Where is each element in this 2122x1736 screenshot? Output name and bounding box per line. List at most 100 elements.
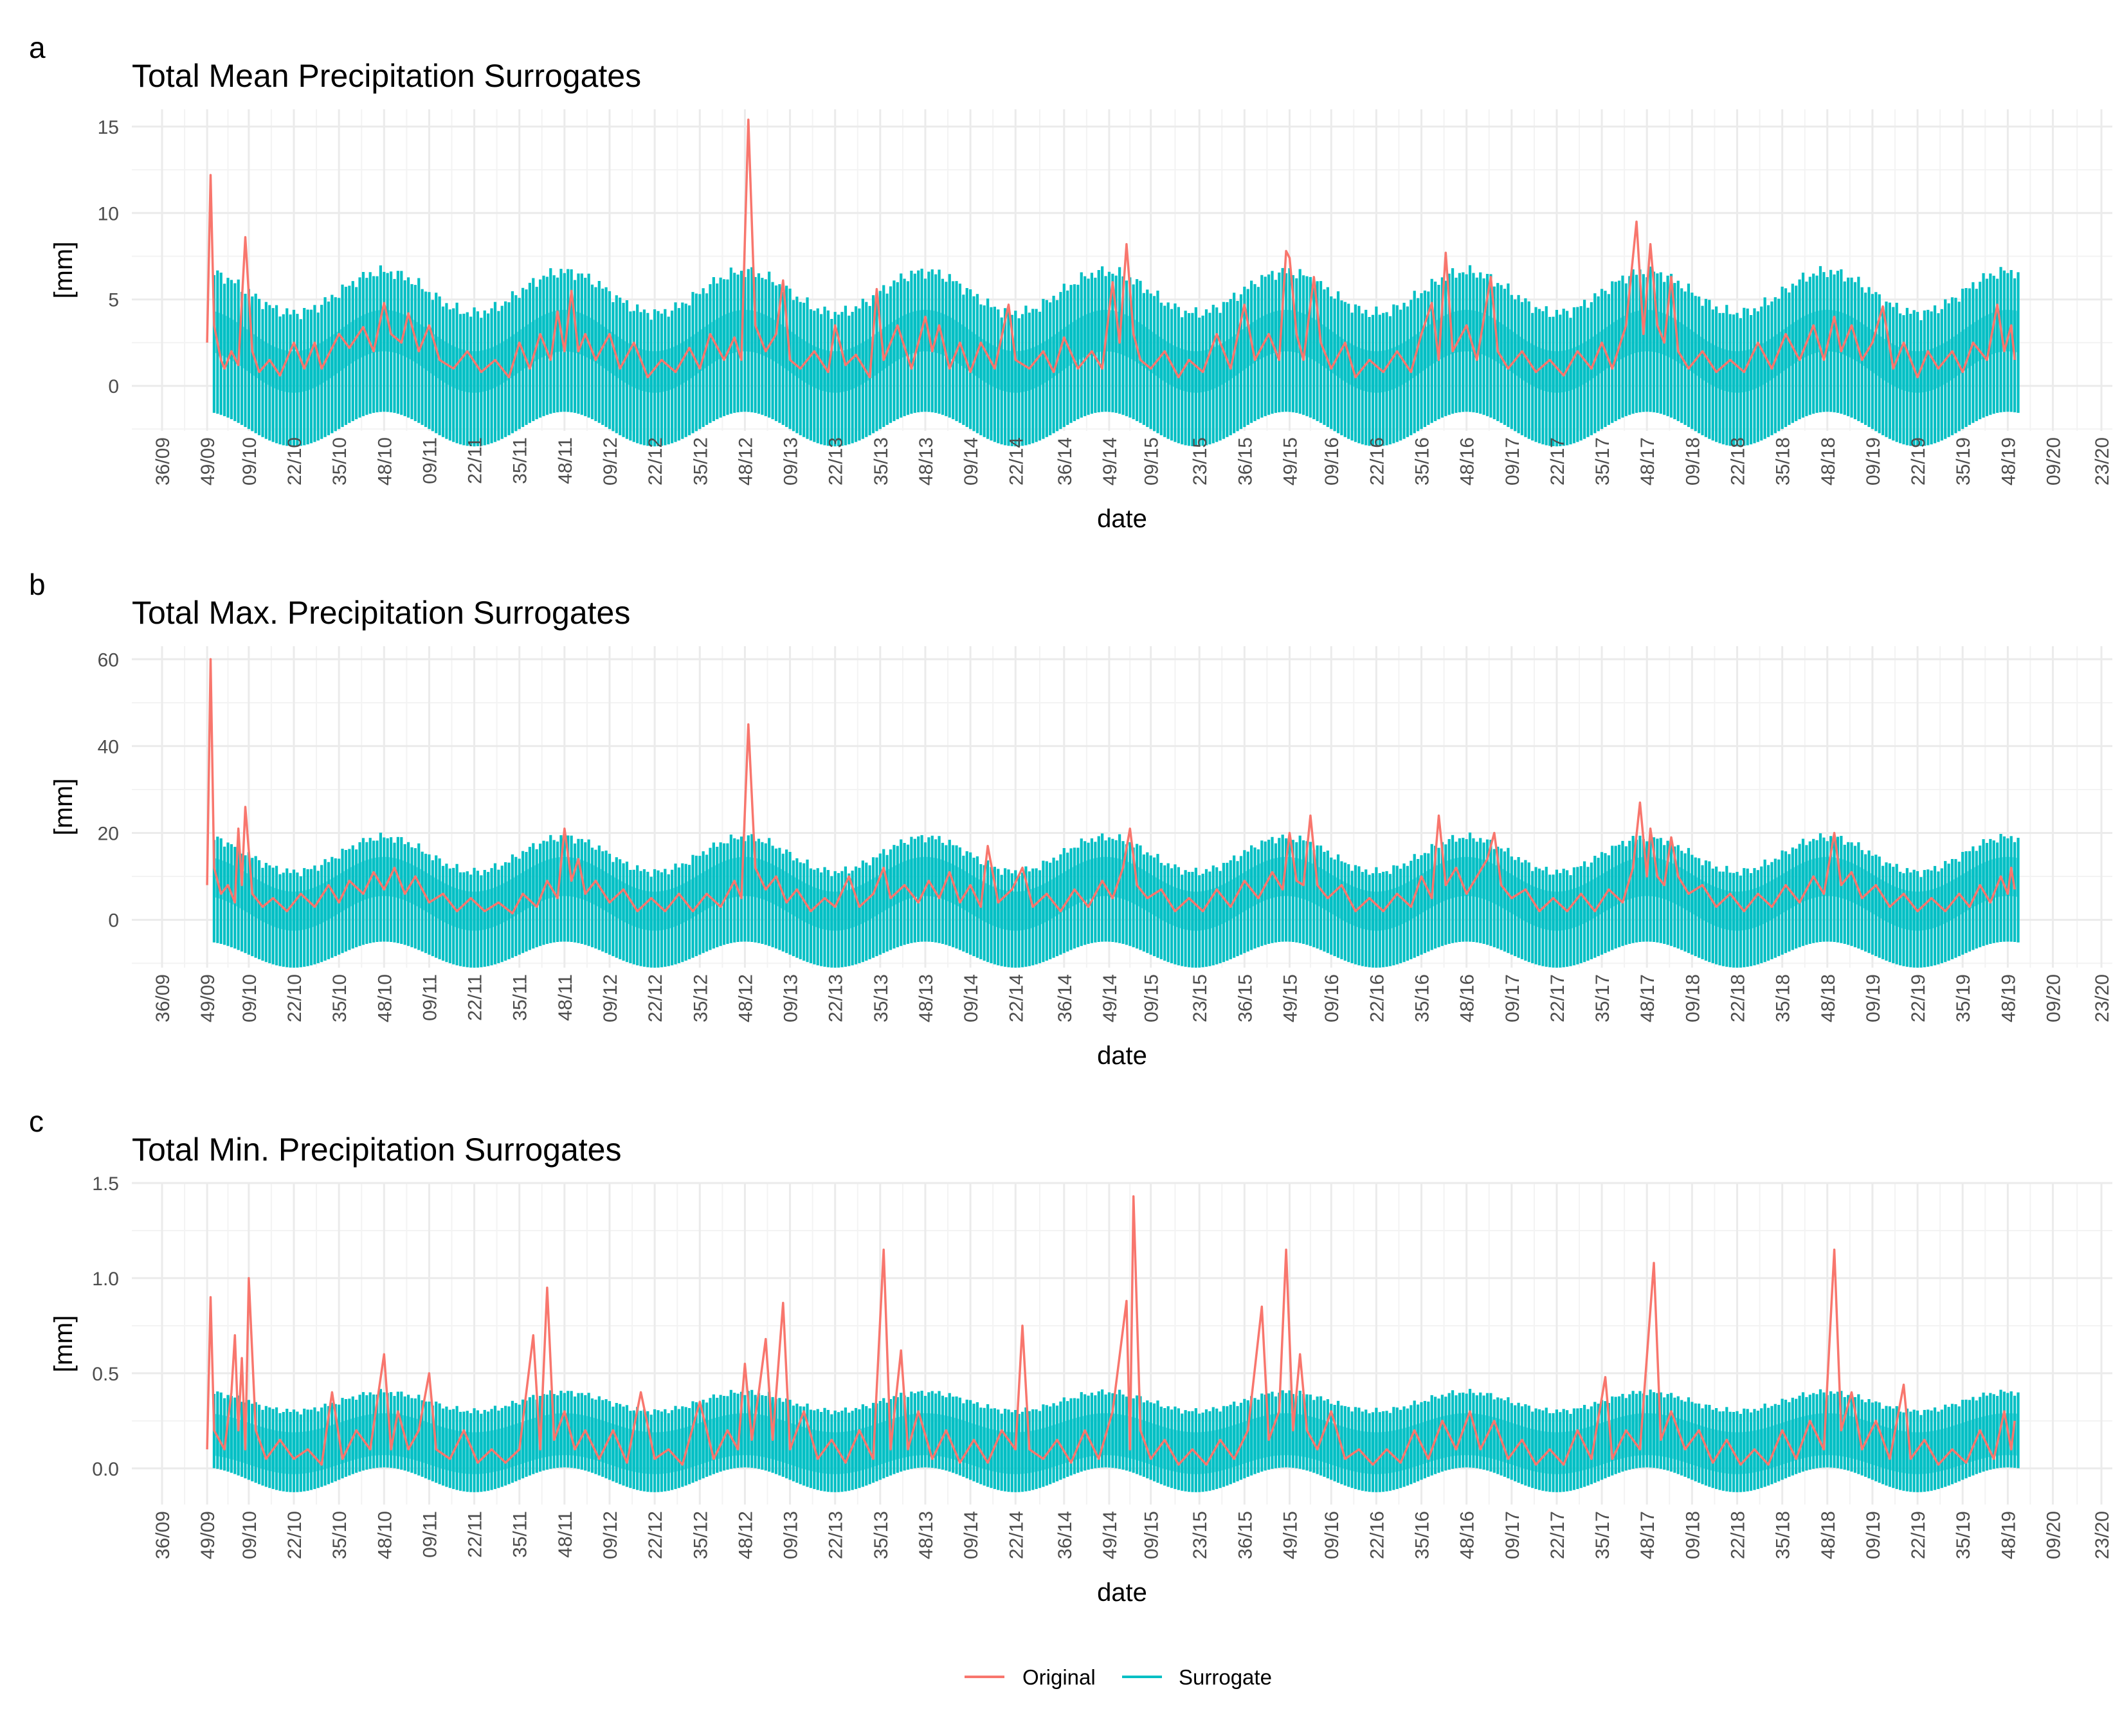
surrogate-series (212, 265, 2020, 447)
x-tick-label: 35/12 (690, 437, 711, 485)
x-tick-label: 09/15 (1141, 974, 1163, 1022)
x-tick-label: 09/14 (961, 1511, 982, 1559)
x-tick-label: 48/13 (916, 974, 937, 1022)
x-tick-label: 48/12 (735, 437, 756, 485)
y-tick-label: 1.0 (92, 1269, 119, 1290)
x-tick-label: 48/12 (735, 1511, 756, 1559)
x-tick-label: 49/14 (1100, 437, 1121, 485)
x-tick-label: 35/12 (690, 974, 711, 1022)
legend: Original Surrogate (965, 1665, 1272, 1689)
y-tick-label: 0.0 (92, 1459, 119, 1480)
x-tick-label: 22/11 (465, 1511, 486, 1558)
x-tick-label: 48/12 (735, 974, 756, 1022)
x-tick-label: 48/11 (555, 437, 576, 484)
x-tick-label: 36/15 (1235, 974, 1256, 1022)
x-tick-label: 48/17 (1637, 437, 1658, 485)
x-tick-label: 36/14 (1055, 1511, 1076, 1559)
x-tick-label: 48/13 (916, 1511, 937, 1559)
x-tick-label: 48/16 (1457, 974, 1478, 1022)
x-tick-label: 35/11 (510, 1511, 531, 1558)
x-tick-label: 09/12 (600, 974, 621, 1022)
x-tick-label: 22/13 (826, 1511, 847, 1559)
x-tick-label: 22/10 (284, 1511, 305, 1559)
x-tick-label: 22/11 (465, 437, 486, 484)
y-tick-label: 1.5 (92, 1173, 119, 1195)
x-tick-label: 49/15 (1280, 1511, 1301, 1559)
x-tick-label: 09/13 (781, 437, 802, 485)
x-tick-label: 22/11 (465, 974, 486, 1021)
x-tick-label: 35/16 (1412, 974, 1433, 1022)
x-tick-label: 48/19 (1998, 437, 2019, 485)
y-tick-label: 0 (108, 910, 119, 932)
x-tick-label: 35/11 (510, 974, 531, 1021)
x-tick-label: 48/19 (1998, 1511, 2019, 1559)
x-tick-label: 09/10 (239, 437, 260, 485)
x-tick-label: 36/09 (152, 437, 174, 485)
x-tick-label: 48/10 (374, 437, 395, 485)
original-series-line (206, 658, 2016, 915)
panel-b: b Total Max. Precipitation Surrogates 0 20 4… (29, 568, 2113, 1070)
x-tick-label: 48/11 (555, 974, 576, 1021)
x-tick-label: 48/16 (1457, 1511, 1478, 1559)
x-tick-label: 09/16 (1321, 974, 1343, 1022)
x-tick-label: 35/13 (871, 1511, 892, 1559)
x-tick-label: 22/12 (645, 437, 666, 485)
x-tick-label: 35/17 (1592, 974, 1613, 1022)
panel-letter: a (29, 31, 46, 64)
x-tick-label: 48/18 (1818, 437, 1839, 485)
y-tick-label: 0 (108, 376, 119, 397)
x-tick-label: 48/13 (916, 437, 937, 485)
x-tick-label: 36/09 (152, 974, 174, 1022)
chart-title: Total Max. Precipitation Surrogates (132, 595, 630, 631)
x-tick-label: 22/19 (1908, 974, 1929, 1022)
y-axis-title: [mm] (50, 1316, 78, 1373)
x-tick-label: 48/11 (555, 1511, 576, 1558)
x-tick-label: 48/18 (1818, 1511, 1839, 1559)
x-tick-label: 49/09 (197, 437, 219, 485)
x-tick-label: 35/13 (871, 974, 892, 1022)
x-tick-label: 23/20 (2092, 437, 2113, 485)
x-tick-label: 35/17 (1592, 1511, 1613, 1559)
x-tick-label: 09/11 (419, 437, 440, 484)
x-tick-label: 09/16 (1321, 1511, 1343, 1559)
x-tick-label: 49/15 (1280, 437, 1301, 485)
x-tick-label: 36/14 (1055, 437, 1076, 485)
x-tick-label: 23/15 (1190, 1511, 1211, 1559)
x-axis-title: date (1097, 505, 1147, 533)
x-tick-label: 35/10 (329, 1511, 350, 1559)
original-series-line (206, 1195, 2016, 1466)
x-tick-label: 22/19 (1908, 437, 1929, 485)
surrogate-series (212, 1389, 2020, 1492)
x-tick-label: 09/10 (239, 974, 260, 1022)
x-tick-label: 09/10 (239, 1511, 260, 1559)
x-tick-label: 09/15 (1141, 1511, 1163, 1559)
chart-title: Total Min. Precipitation Surrogates (132, 1132, 621, 1168)
x-tick-label: 48/17 (1637, 1511, 1658, 1559)
x-tick-label: 35/16 (1412, 1511, 1433, 1559)
x-tick-label: 49/14 (1100, 1511, 1121, 1559)
x-tick-label: 09/20 (2044, 974, 2065, 1022)
x-tick-label: 35/17 (1592, 437, 1613, 485)
x-tick-label: 35/12 (690, 1511, 711, 1559)
x-tick-label: 22/12 (645, 1511, 666, 1559)
x-tick-label: 09/17 (1502, 974, 1523, 1022)
panel-a: a Total Mean Precipitation Surrogates 0 5 10… (29, 31, 2113, 533)
y-axis-title: [mm] (50, 779, 78, 836)
y-tick-label: 20 (98, 824, 119, 845)
x-tick-label: 22/16 (1366, 437, 1388, 485)
x-tick-label: 22/12 (645, 974, 666, 1022)
x-tick-label: 35/10 (329, 974, 350, 1022)
x-tick-label: 36/15 (1235, 437, 1256, 485)
x-tick-label: 09/20 (2044, 437, 2065, 485)
x-tick-label: 09/20 (2044, 1511, 2065, 1559)
surrogate-inner-band (213, 309, 2018, 393)
y-tick-label: 0.5 (92, 1364, 119, 1385)
x-tick-label: 09/19 (1863, 1511, 1884, 1559)
x-tick-label: 09/18 (1682, 1511, 1703, 1559)
x-tick-label: 09/14 (961, 974, 982, 1022)
x-tick-label: 22/19 (1908, 1511, 1929, 1559)
x-tick-label: 35/18 (1773, 1511, 1794, 1559)
x-tick-label: 49/14 (1100, 974, 1121, 1022)
x-tick-label: 36/09 (152, 1511, 174, 1559)
x-tick-label: 09/18 (1682, 437, 1703, 485)
